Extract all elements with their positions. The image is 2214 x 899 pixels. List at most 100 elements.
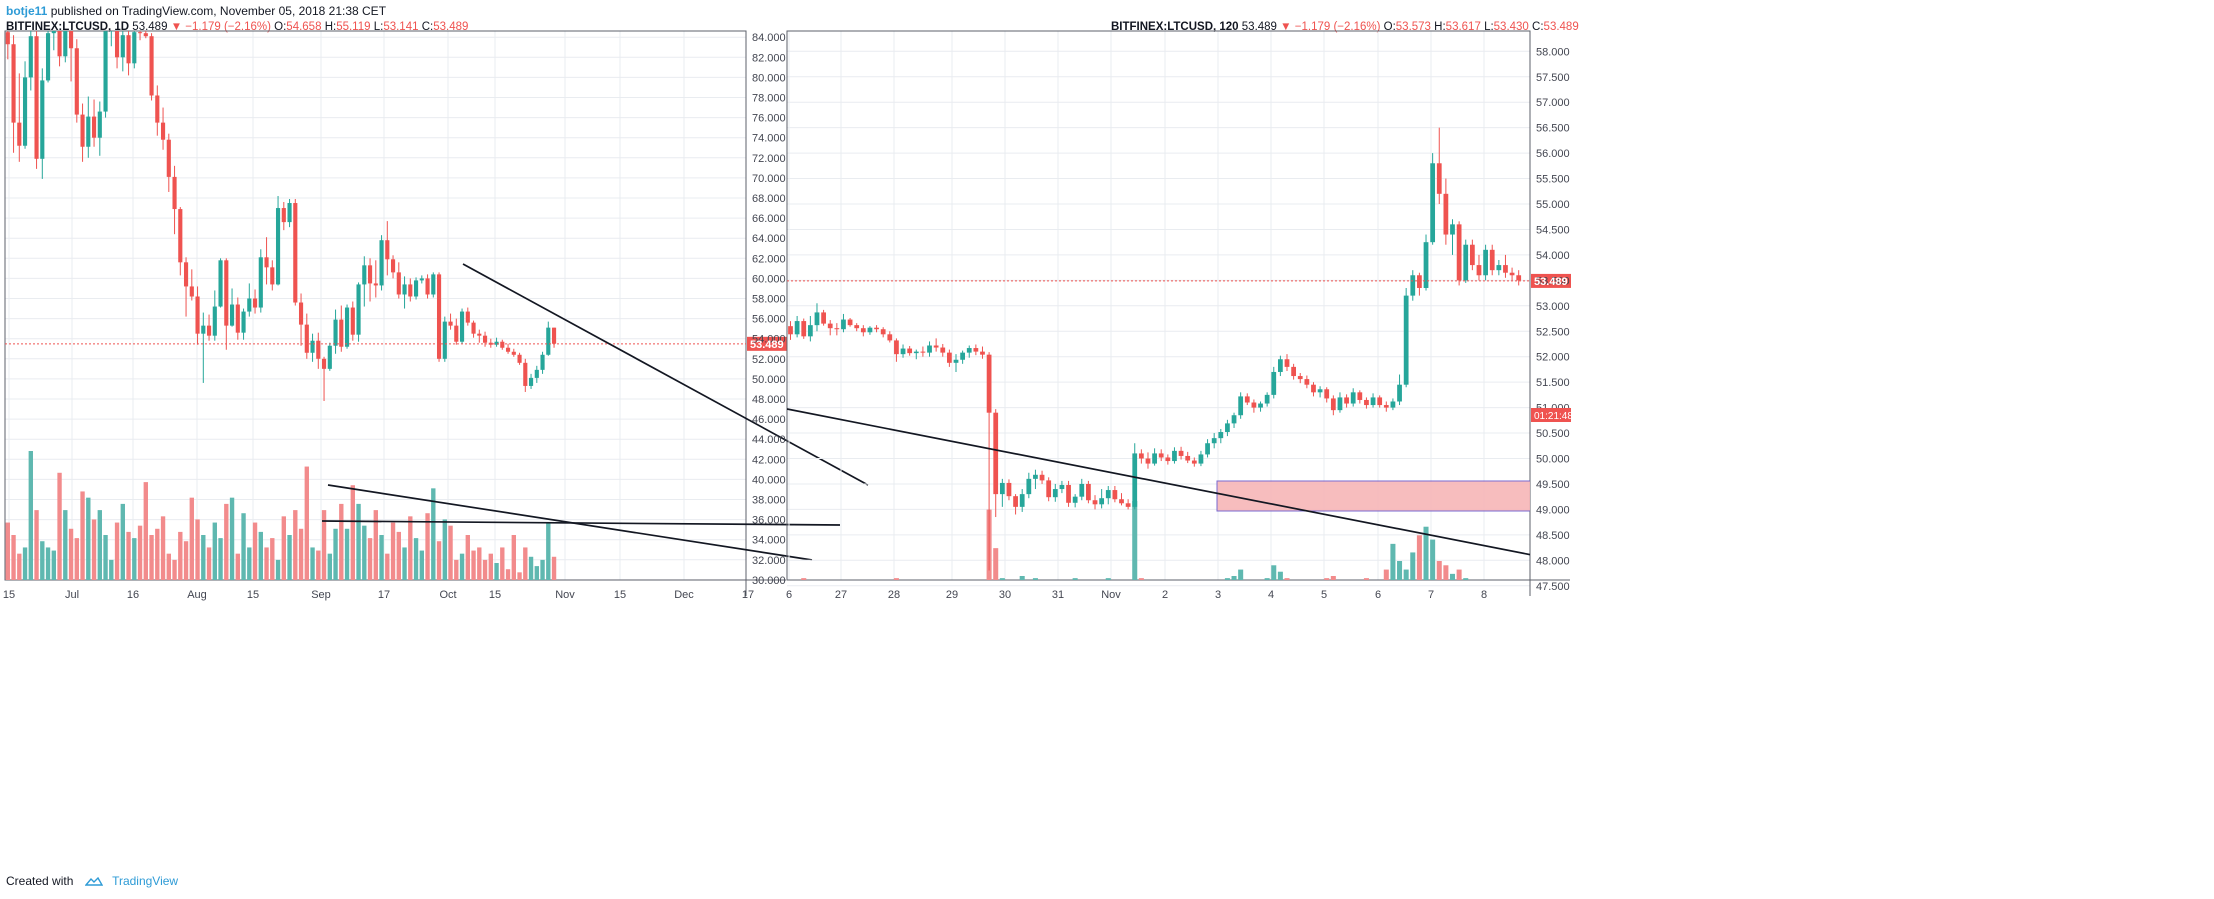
left-volume-bar (339, 503, 344, 580)
left-candle-body (97, 111, 102, 138)
left-candle-body (258, 257, 263, 308)
left-volume-bar (80, 491, 85, 580)
left-volume-bar (511, 535, 516, 580)
left-candle-body (471, 322, 476, 334)
right-candle-body (788, 326, 793, 335)
right-candle-body (1046, 480, 1052, 498)
left-volume-bar (252, 522, 258, 580)
right-candle-body (1436, 163, 1442, 194)
right-x-tick-label: 27 (835, 589, 847, 601)
left-candle-body (224, 260, 229, 326)
right-volume-bar (1019, 576, 1025, 580)
right-candle-body (1503, 265, 1508, 273)
right-candle-body (1463, 244, 1469, 281)
left-trendline (462, 263, 869, 486)
right-volume-bar (960, 582, 965, 591)
right-trendline (787, 408, 1530, 556)
right-y-tick-label: 51.500 (1536, 377, 1570, 389)
left-x-tick-label: Sep (311, 589, 331, 601)
left-candle-body (500, 341, 505, 348)
left-y-tick-label: 62.000 (752, 253, 786, 265)
right-candle-body (1258, 403, 1263, 408)
right-candle-body (1079, 483, 1085, 497)
right-candle-body (1476, 265, 1482, 276)
left-volume-bar (172, 559, 177, 580)
left-y-tick-label: 74.000 (752, 133, 786, 145)
right-candle-body (1013, 496, 1018, 507)
left-x-tick-label: Nov (555, 589, 575, 601)
left-volume-bar (270, 538, 275, 580)
left-x-tick-label: 17 (742, 589, 754, 601)
right-y-tick-label: 54.000 (1536, 250, 1570, 262)
right-volume-bar (1330, 576, 1336, 580)
right-candle-body (1178, 450, 1184, 456)
left-last-price: 53.489 (132, 21, 168, 33)
right-y-tick-label: 52.500 (1536, 326, 1570, 338)
right-volume-bar (934, 582, 939, 591)
left-y-tick-label: 80.000 (752, 72, 786, 84)
left-candle-body (212, 306, 217, 336)
left-volume-bar (454, 559, 459, 580)
author-link[interactable]: botje11 (6, 4, 48, 18)
right-volume-bar (1238, 569, 1244, 580)
left-volume-bar (178, 531, 183, 580)
right-down-arrow-icon: ▼ (1280, 21, 1292, 33)
right-candle-body (946, 352, 952, 363)
left-candle-body (298, 302, 304, 325)
left-y-tick-label: 42.000 (752, 454, 786, 466)
left-volume-bar (149, 535, 154, 580)
left-candle-body (419, 278, 424, 281)
right-candle-body (1132, 453, 1138, 507)
created-with-label: Created with (6, 874, 74, 888)
left-y-tick-label: 38.000 (752, 495, 786, 507)
right-y-tick-label: 57.500 (1536, 72, 1570, 84)
left-candle-body (385, 240, 390, 260)
right-candle-body (1165, 457, 1171, 462)
right-candle-body (1086, 483, 1091, 501)
right-support-zone-upper (1841, 346, 1951, 364)
left-candle-body (126, 35, 131, 64)
right-y-tick-label: 54.500 (1536, 224, 1570, 236)
left-candle-body (57, 31, 62, 57)
left-change: −1.179 (−2.16%) (185, 21, 271, 33)
right-x-tick-label: 28 (888, 589, 900, 601)
left-volume-bar (166, 553, 171, 580)
left-y-tick-label: 52.000 (752, 354, 786, 366)
left-volume-bar (22, 547, 28, 580)
right-volume-bar (893, 578, 899, 580)
right-x-tick-label: 6 (1375, 589, 1381, 601)
right-candle-body (1397, 384, 1402, 402)
left-candle-body (235, 304, 240, 333)
left-frame (4, 30, 747, 581)
right-candle-body (966, 348, 972, 353)
right-y-tick-label: 52.000 (1536, 352, 1570, 364)
right-candle-body (1138, 453, 1144, 459)
left-volume-bar (523, 547, 528, 580)
left-y-tick-label: 76.000 (752, 113, 786, 125)
right-y-tick-label: 55.000 (1536, 199, 1570, 211)
left-candle-body (28, 36, 33, 78)
right-change: −1.179 (−2.16%) (1294, 21, 1381, 33)
right-volume-bar (1132, 501, 1138, 580)
left-candle-body (344, 307, 350, 347)
right-volume-bar (993, 548, 999, 580)
tradingview-link[interactable]: TradingView (112, 874, 179, 888)
right-x-tick-label: 8 (1481, 589, 1487, 601)
right-candle-body (1218, 432, 1224, 439)
right-volume-bar (1463, 578, 1469, 580)
left-candle-body (195, 296, 200, 334)
right-plot-area (787, 127, 1951, 591)
left-candle-body (367, 265, 373, 284)
right-volume-bar (901, 582, 906, 591)
left-candle-body (511, 351, 516, 355)
left-candle-body (379, 240, 384, 286)
left-candle-body (333, 319, 338, 346)
right-candle-body (1092, 500, 1098, 505)
right-volume-bar (1105, 578, 1111, 580)
left-candle-body (275, 208, 281, 285)
right-chart (786, 30, 1951, 596)
right-candle-body (1443, 193, 1449, 235)
right-volume-bar (1271, 565, 1277, 580)
right-volume-bar (1298, 582, 1303, 591)
